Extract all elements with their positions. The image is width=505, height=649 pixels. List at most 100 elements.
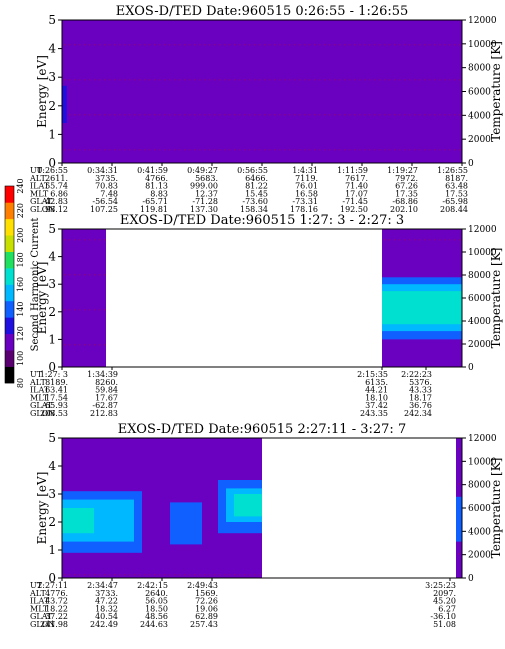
speckle bbox=[449, 44, 451, 46]
speckle bbox=[244, 149, 246, 151]
orbit-value: 7.48 bbox=[100, 189, 118, 198]
speckle bbox=[449, 239, 451, 241]
orbit-value: -71.45 bbox=[342, 197, 368, 206]
orbit-value: 98.12 bbox=[45, 205, 68, 214]
speckle bbox=[324, 149, 326, 151]
speckle bbox=[274, 114, 276, 116]
orbit-row-label: MLT bbox=[30, 604, 49, 613]
speckle bbox=[89, 149, 91, 151]
speckle bbox=[359, 114, 361, 116]
speckle bbox=[319, 79, 321, 81]
speckle bbox=[99, 239, 101, 241]
speckle bbox=[279, 44, 281, 46]
speckle bbox=[79, 344, 81, 346]
speckle bbox=[379, 44, 381, 46]
speckle bbox=[314, 149, 316, 151]
orbit-value: -71.28 bbox=[192, 197, 218, 206]
speckle bbox=[209, 574, 211, 576]
orbit-value: 2:22:23 bbox=[401, 370, 432, 379]
speckle bbox=[234, 114, 236, 116]
y2-tick-label: 0 bbox=[468, 574, 474, 584]
orbit-value: 202.10 bbox=[390, 205, 418, 214]
speckle bbox=[94, 574, 96, 576]
y2-tick-label: 12000 bbox=[468, 225, 497, 235]
orbit-value: 137.30 bbox=[190, 205, 218, 214]
speckle bbox=[69, 239, 71, 241]
orbit-value: 17.67 bbox=[95, 393, 118, 402]
speckle bbox=[84, 309, 86, 311]
y2-tick-label: 4000 bbox=[468, 317, 491, 327]
speckle bbox=[384, 114, 386, 116]
colorbar-tick-label: 80 bbox=[16, 378, 25, 388]
orbit-value: 3735. bbox=[95, 174, 118, 183]
speckle bbox=[394, 239, 396, 241]
orbit-value: -65.98 bbox=[442, 197, 468, 206]
speckle bbox=[399, 79, 401, 81]
speckle bbox=[104, 239, 106, 241]
speckle bbox=[334, 44, 336, 46]
speckle bbox=[339, 79, 341, 81]
speckle bbox=[264, 79, 266, 81]
speckle bbox=[164, 79, 166, 81]
orbit-value: 107.25 bbox=[90, 205, 118, 214]
speckle bbox=[434, 79, 436, 81]
speckle bbox=[394, 149, 396, 151]
speckle bbox=[84, 574, 86, 576]
speckle bbox=[319, 114, 321, 116]
orbit-value: 6466. bbox=[245, 174, 268, 183]
speckle bbox=[144, 114, 146, 116]
orbit-value: 18.22 bbox=[45, 604, 68, 613]
speckle bbox=[319, 149, 321, 151]
speckle bbox=[364, 114, 366, 116]
speckle bbox=[364, 149, 366, 151]
speckle bbox=[299, 44, 301, 46]
orbit-row-label: GLON bbox=[30, 620, 55, 629]
speckle bbox=[174, 44, 176, 46]
speckle bbox=[264, 114, 266, 116]
speckle bbox=[84, 149, 86, 151]
speckle bbox=[154, 574, 156, 576]
orbit-row-label: ILAT bbox=[30, 182, 50, 191]
y2-tick-label: 2000 bbox=[468, 340, 491, 350]
speckle bbox=[214, 574, 216, 576]
speckle bbox=[284, 114, 286, 116]
speckle bbox=[399, 44, 401, 46]
speckle bbox=[344, 79, 346, 81]
speckle bbox=[174, 114, 176, 116]
speckle bbox=[299, 79, 301, 81]
speckle bbox=[124, 79, 126, 81]
chart-title: EXOS-D/TED Date:960515 0:26:55 - 1:26:55 bbox=[116, 4, 409, 19]
orbit-value: 2611. bbox=[45, 174, 68, 183]
speckle bbox=[244, 574, 246, 576]
speckle bbox=[219, 79, 221, 81]
orbit-value: 18.32 bbox=[95, 604, 118, 613]
speckle bbox=[124, 149, 126, 151]
orbit-value: 2:27:11 bbox=[37, 581, 68, 590]
speckle bbox=[219, 574, 221, 576]
speckle bbox=[224, 574, 226, 576]
speckle bbox=[409, 149, 411, 151]
speckle bbox=[394, 114, 396, 116]
speckle bbox=[289, 114, 291, 116]
y-tick-label: 3 bbox=[48, 487, 56, 501]
speckle bbox=[274, 44, 276, 46]
speckle bbox=[354, 149, 356, 151]
speckle bbox=[179, 79, 181, 81]
orbit-value: 6.27 bbox=[438, 604, 456, 613]
speckle bbox=[159, 574, 161, 576]
speckle bbox=[234, 149, 236, 151]
speckle bbox=[89, 114, 91, 116]
speckle bbox=[169, 149, 171, 151]
orbit-value: 7972. bbox=[395, 174, 418, 183]
orbit-value: -73.31 bbox=[292, 197, 318, 206]
y-axis-label: Energy [eV] bbox=[35, 55, 49, 128]
speckle bbox=[424, 114, 426, 116]
y2-tick-label: 10000 bbox=[468, 457, 497, 467]
speckle bbox=[374, 149, 376, 151]
speckle bbox=[139, 114, 141, 116]
speckle bbox=[389, 44, 391, 46]
speckle bbox=[74, 149, 76, 151]
speckle bbox=[239, 149, 241, 151]
speckle bbox=[234, 79, 236, 81]
speckle bbox=[94, 149, 96, 151]
